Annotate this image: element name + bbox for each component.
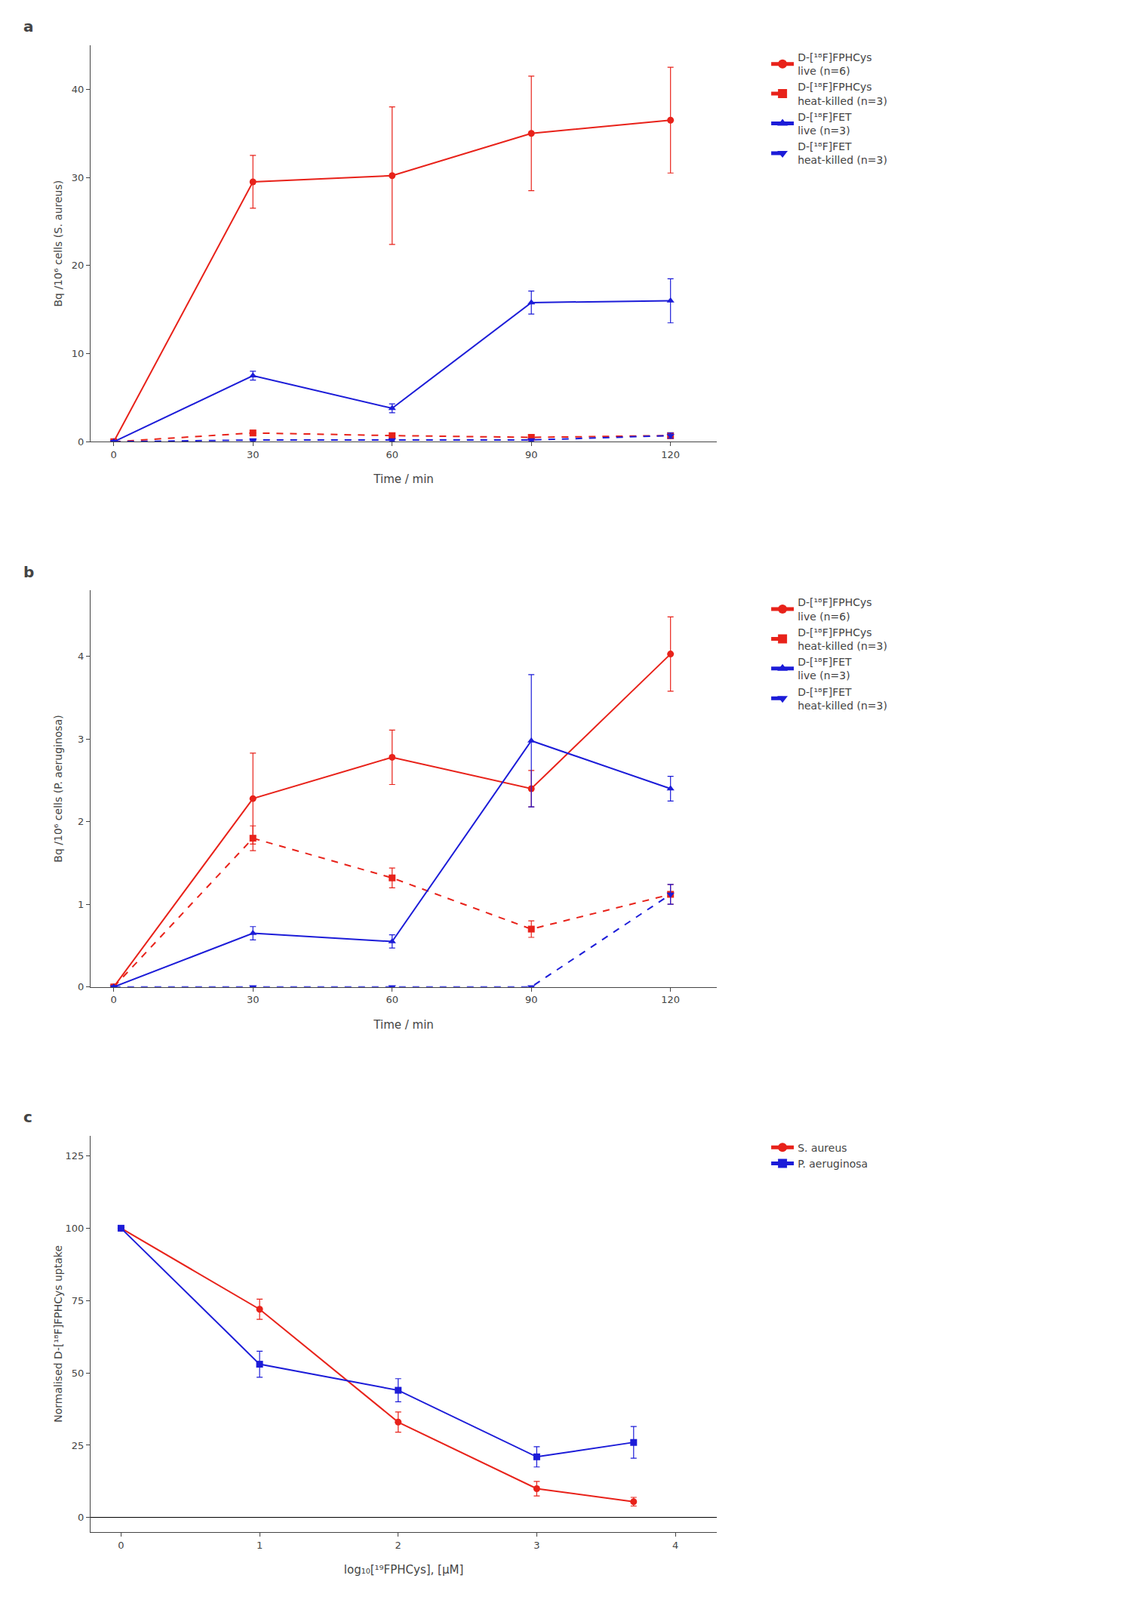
svg-text:c: c — [23, 1107, 33, 1126]
svg-text:4: 4 — [77, 650, 84, 662]
svg-text:P. aeruginosa: P. aeruginosa — [797, 1157, 868, 1170]
svg-text:60: 60 — [385, 448, 399, 461]
svg-text:2: 2 — [395, 1539, 402, 1551]
svg-text:0: 0 — [110, 448, 117, 461]
svg-text:3: 3 — [77, 733, 84, 745]
svg-text:90: 90 — [525, 993, 538, 1005]
svg-text:a: a — [23, 17, 34, 36]
svg-text:125: 125 — [65, 1149, 85, 1162]
svg-text:Normalised D-[¹⁸F]FPHCys uptak: Normalised D-[¹⁸F]FPHCys uptake — [52, 1244, 65, 1423]
svg-text:4: 4 — [672, 1539, 679, 1551]
svg-text:90: 90 — [525, 448, 538, 461]
svg-text:50: 50 — [71, 1367, 85, 1379]
svg-text:D-[¹⁸F]FPHCysheat-killed (n=3): D-[¹⁸F]FPHCysheat-killed (n=3) — [797, 626, 888, 652]
svg-text:0: 0 — [110, 993, 117, 1005]
svg-text:30: 30 — [246, 993, 260, 1005]
svg-text:1: 1 — [256, 1539, 263, 1551]
svg-text:D-[¹⁸F]FETlive (n=3): D-[¹⁸F]FETlive (n=3) — [797, 655, 852, 682]
svg-text:60: 60 — [385, 993, 399, 1005]
svg-text:120: 120 — [660, 448, 680, 461]
svg-text:100: 100 — [65, 1222, 85, 1234]
svg-text:log₁₀[¹⁹FPHCys], [μM]: log₁₀[¹⁹FPHCys], [μM] — [344, 1562, 464, 1577]
svg-text:40: 40 — [71, 83, 85, 96]
svg-text:30: 30 — [71, 172, 85, 184]
svg-text:D-[¹⁸F]FETheat-killed (n=3): D-[¹⁸F]FETheat-killed (n=3) — [797, 685, 888, 712]
svg-text:D-[¹⁸F]FPHCyslive (n=6): D-[¹⁸F]FPHCyslive (n=6) — [797, 51, 872, 77]
svg-text:30: 30 — [246, 448, 260, 461]
svg-text:10: 10 — [71, 347, 85, 360]
svg-text:2: 2 — [77, 815, 84, 827]
svg-text:20: 20 — [71, 259, 85, 271]
svg-text:1: 1 — [77, 898, 84, 910]
svg-text:Time / min: Time / min — [372, 472, 434, 486]
svg-text:0: 0 — [117, 1539, 124, 1551]
svg-text:D-[¹⁸F]FETheat-killed (n=3): D-[¹⁸F]FETheat-killed (n=3) — [797, 140, 888, 166]
svg-text:D-[¹⁸F]FETlive (n=3): D-[¹⁸F]FETlive (n=3) — [797, 110, 852, 137]
svg-text:S. aureus: S. aureus — [797, 1141, 847, 1154]
svg-text:3: 3 — [533, 1539, 540, 1551]
svg-text:0: 0 — [77, 1511, 84, 1523]
svg-text:75: 75 — [71, 1294, 85, 1307]
svg-text:Time / min: Time / min — [372, 1017, 434, 1032]
svg-text:0: 0 — [77, 436, 84, 448]
svg-text:D-[¹⁸F]FPHCysheat-killed (n=3): D-[¹⁸F]FPHCysheat-killed (n=3) — [797, 80, 888, 107]
svg-text:Bq /10⁶ cells (P. aeruginosa): Bq /10⁶ cells (P. aeruginosa) — [52, 714, 65, 862]
svg-text:0: 0 — [77, 980, 84, 993]
svg-text:25: 25 — [71, 1439, 85, 1451]
svg-text:120: 120 — [660, 993, 680, 1005]
svg-text:b: b — [23, 562, 34, 581]
svg-text:Bq /10⁶ cells (S. aureus): Bq /10⁶ cells (S. aureus) — [52, 180, 65, 308]
svg-text:D-[¹⁸F]FPHCyslive (n=6): D-[¹⁸F]FPHCyslive (n=6) — [797, 596, 872, 622]
